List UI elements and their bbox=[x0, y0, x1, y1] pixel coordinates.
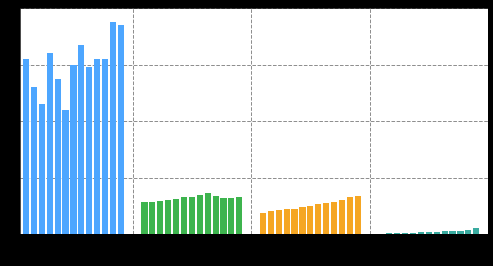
Bar bbox=[110, 22, 116, 234]
Bar bbox=[347, 197, 353, 234]
Bar bbox=[283, 209, 290, 234]
Bar bbox=[307, 206, 314, 234]
Bar bbox=[39, 104, 45, 234]
Bar bbox=[197, 195, 203, 234]
Bar bbox=[418, 232, 424, 234]
Bar bbox=[402, 233, 408, 234]
Bar bbox=[23, 59, 29, 234]
Bar bbox=[236, 197, 243, 234]
Bar bbox=[228, 198, 235, 234]
Bar bbox=[181, 197, 187, 234]
Bar bbox=[47, 53, 53, 234]
Bar bbox=[339, 200, 345, 234]
Bar bbox=[31, 87, 37, 234]
Bar bbox=[212, 196, 219, 234]
Bar bbox=[386, 233, 392, 234]
Bar bbox=[157, 201, 163, 234]
Bar bbox=[315, 204, 321, 234]
Bar bbox=[331, 202, 337, 234]
Bar bbox=[268, 211, 274, 234]
Bar bbox=[394, 233, 400, 234]
Bar bbox=[434, 232, 440, 234]
Bar bbox=[63, 110, 69, 234]
Bar bbox=[276, 210, 282, 234]
Bar bbox=[260, 213, 266, 234]
Bar bbox=[291, 209, 298, 234]
Bar bbox=[354, 196, 361, 234]
Bar bbox=[442, 231, 448, 234]
Bar bbox=[141, 202, 147, 234]
Bar bbox=[149, 202, 155, 234]
Bar bbox=[118, 25, 124, 234]
Bar bbox=[426, 232, 432, 234]
Bar bbox=[94, 59, 100, 234]
Bar bbox=[465, 230, 471, 234]
Bar bbox=[70, 65, 76, 234]
Bar bbox=[78, 45, 84, 234]
Bar bbox=[323, 203, 329, 234]
Bar bbox=[299, 207, 306, 234]
Bar bbox=[173, 199, 179, 234]
Bar bbox=[410, 232, 416, 234]
Bar bbox=[165, 200, 171, 234]
Bar bbox=[205, 193, 211, 234]
Bar bbox=[220, 198, 227, 234]
Bar bbox=[86, 67, 92, 234]
Bar bbox=[450, 231, 456, 234]
Bar bbox=[458, 231, 463, 234]
Bar bbox=[102, 59, 108, 234]
Bar bbox=[473, 228, 479, 234]
Bar bbox=[189, 197, 195, 234]
Bar bbox=[55, 79, 61, 234]
